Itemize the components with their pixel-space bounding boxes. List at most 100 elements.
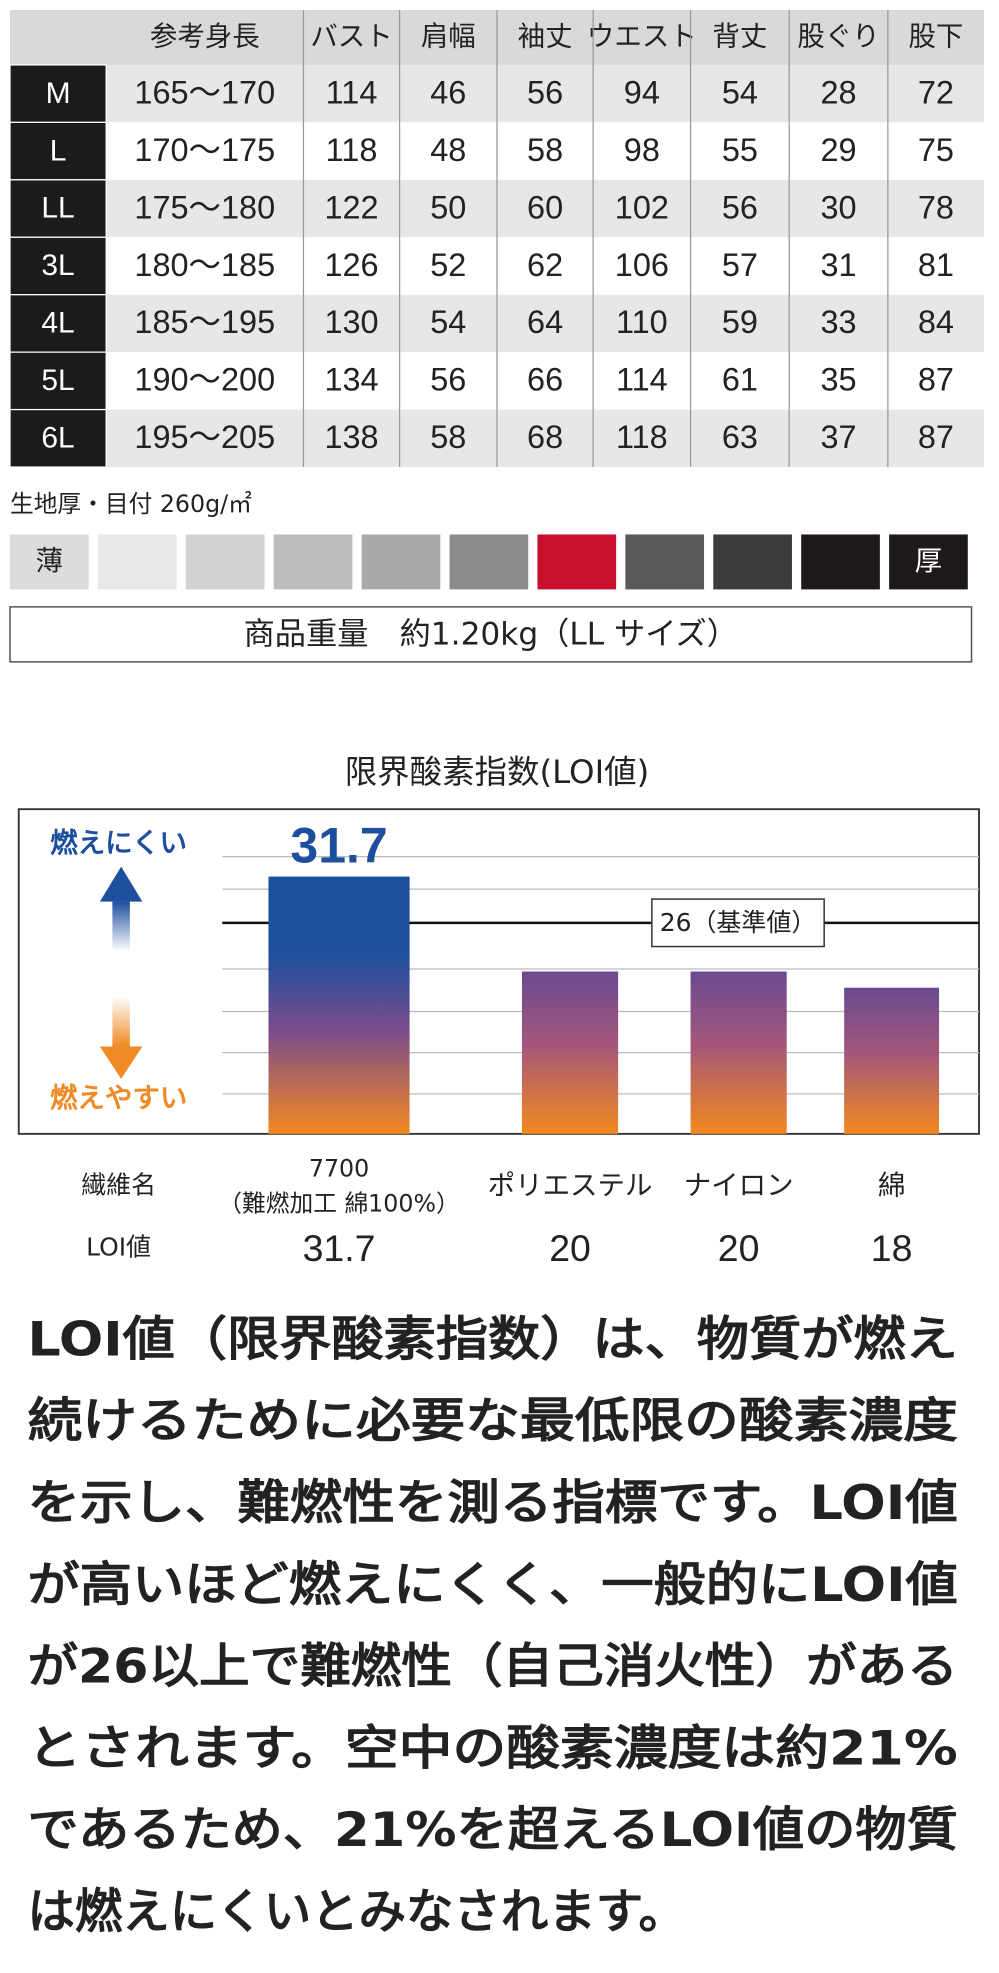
description-line: を示し、難燃性を測る指標です。LOI値 <box>27 1476 957 1531</box>
column-header: 参考身長 <box>150 21 260 52</box>
category-label: 7700 <box>309 1155 369 1183</box>
row-bg <box>106 122 985 180</box>
size-cell-bg <box>9 64 107 124</box>
description-line: 続けるために必要な最低限の酸素濃度 <box>27 1394 958 1449</box>
description-line: が高いほど燃えにくく、一般的にLOI値 <box>27 1558 957 1613</box>
arrow-up-shaft <box>112 901 130 952</box>
row-bg <box>106 352 985 410</box>
table-cell: 84 <box>918 304 954 340</box>
table-cell: 33 <box>820 304 856 340</box>
thickness-swatch <box>9 534 89 590</box>
column-header: 背丈 <box>712 21 767 52</box>
table-cell: 29 <box>820 132 856 168</box>
category-heading: 繊維名 <box>81 1170 156 1199</box>
row-bg <box>106 64 985 123</box>
description-line: とされます。空中の酸素濃度は約21% <box>27 1721 957 1776</box>
table-cell: 66 <box>527 362 563 398</box>
size-label: 4L <box>41 307 74 340</box>
row-bg <box>106 179 985 238</box>
table-cell: 110 <box>616 304 668 340</box>
table-cell: 61 <box>722 362 758 398</box>
column-header: 股下 <box>908 21 963 52</box>
chart-title: 限界酸素指数(LOI値) <box>345 753 650 791</box>
table-cell: 56 <box>722 189 758 225</box>
table-cell: 58 <box>430 419 466 455</box>
table-cell: 58 <box>527 132 563 168</box>
table-cell: 56 <box>430 362 466 398</box>
thickness-swatch <box>185 534 265 590</box>
arrow-down-head <box>99 1046 143 1079</box>
arrow-down-shaft <box>112 996 130 1047</box>
table-cell: 185～195 <box>134 304 275 340</box>
table-cell: 35 <box>820 362 856 398</box>
table-cell: 46 <box>430 74 466 110</box>
table-cell: 62 <box>527 247 563 283</box>
thickness-swatch <box>537 534 617 590</box>
table-cell: 175～180 <box>134 189 275 225</box>
table-cell: 59 <box>722 304 758 340</box>
loi-value: 31.7 <box>303 1227 376 1269</box>
table-cell: 54 <box>722 74 758 110</box>
table-cell: 30 <box>820 189 856 225</box>
row-bg <box>106 237 985 295</box>
thin-label: 薄 <box>36 546 63 577</box>
table-cell: 72 <box>918 74 954 110</box>
table-cell: 54 <box>430 304 466 340</box>
thickness-swatch <box>625 534 705 590</box>
bar <box>521 971 619 1134</box>
thickness-swatch <box>801 534 880 590</box>
thick-label: 厚 <box>915 546 942 577</box>
table-cell: 87 <box>918 419 954 455</box>
description-line: LOI値（限界酸素指数）は、物質が燃え <box>27 1312 957 1367</box>
weight-text: 商品重量 約1.20kg（LL サイズ） <box>244 617 738 653</box>
table-cell: 138 <box>324 419 378 455</box>
size-label: 5L <box>41 364 74 397</box>
table-cell: 195～205 <box>134 419 275 455</box>
table-cell: 102 <box>615 189 669 225</box>
table-cell: 28 <box>820 74 856 110</box>
table-cell: 31 <box>820 247 856 283</box>
size-label: M <box>46 77 71 110</box>
column-header: ウエスト <box>587 21 697 52</box>
thickness-swatch <box>361 534 441 590</box>
table-cell: 170～175 <box>134 132 275 168</box>
column-header: 肩幅 <box>421 21 476 52</box>
column-header: 股ぐり <box>797 21 879 52</box>
bar <box>690 971 787 1134</box>
high-label: 燃えにくい <box>50 828 187 859</box>
arrow-up-head <box>99 866 143 902</box>
table-cell: 118 <box>616 419 668 455</box>
size-cell-bg <box>9 236 107 296</box>
table-cell: 106 <box>615 247 669 283</box>
table-cell: 94 <box>624 74 660 110</box>
column-header: 袖丈 <box>518 21 573 52</box>
bar <box>844 987 940 1134</box>
loi-value: 18 <box>871 1227 913 1269</box>
table-cell: 48 <box>430 132 466 168</box>
table-cell: 98 <box>624 132 660 168</box>
table-cell: 50 <box>430 189 466 225</box>
bar-value-label: 31.7 <box>290 817 387 873</box>
table-cell: 81 <box>918 247 954 283</box>
thickness-swatch <box>889 534 968 590</box>
table-cell: 134 <box>324 362 378 398</box>
table-cell: 56 <box>527 74 563 110</box>
loi-value: 20 <box>718 1227 760 1269</box>
reference-label: 26（基準値） <box>660 908 817 937</box>
table-cell: 190～200 <box>134 362 275 398</box>
size-label: 6L <box>41 421 74 454</box>
low-label: 燃えやすい <box>50 1083 187 1114</box>
table-cell: 78 <box>918 189 954 225</box>
reference-label-box <box>651 898 825 948</box>
table-cell: 60 <box>527 189 563 225</box>
size-label: LL <box>41 192 74 225</box>
table-cell: 64 <box>527 304 563 340</box>
table-cell: 114 <box>616 362 668 398</box>
table-cell: 63 <box>722 419 758 455</box>
value-heading: LOI値 <box>86 1233 151 1262</box>
loi-value: 20 <box>549 1227 591 1269</box>
category-label: ナイロン <box>684 1170 794 1201</box>
table-cell: 57 <box>722 247 758 283</box>
row-bg <box>106 294 985 353</box>
